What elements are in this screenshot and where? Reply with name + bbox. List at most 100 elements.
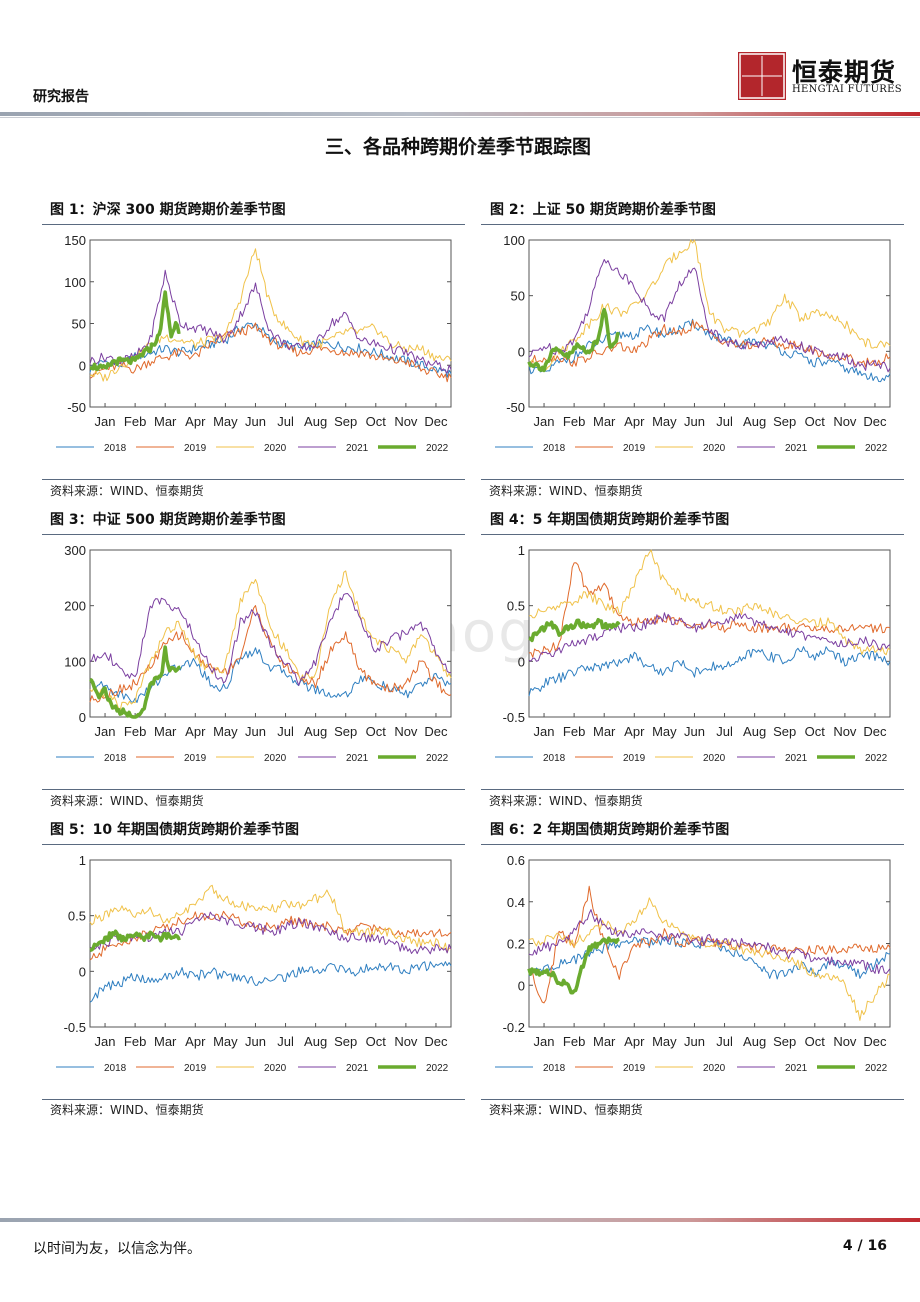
legend-label-2018: 2018 (543, 1063, 566, 1074)
x-tick-label: Apr (185, 724, 206, 739)
logo-name-cn: 恒泰期货 (792, 58, 897, 87)
x-tick-label: Mar (154, 1034, 177, 1049)
series-line-2021 (89, 593, 452, 686)
legend-label-2022: 2022 (426, 443, 449, 454)
legend-label-2020: 2020 (703, 753, 726, 764)
figure-6-title: 图 6：2 年期国债期货跨期价差季节图 (490, 822, 730, 838)
report-label: 研究报告 (33, 89, 89, 105)
x-tick-label: Nov (394, 724, 418, 739)
x-tick-label: Mar (593, 1034, 616, 1049)
legend-label-2019: 2019 (623, 753, 646, 764)
y-tick-label: 100 (64, 275, 86, 290)
x-tick-label: Aug (304, 414, 327, 429)
x-tick-label: Aug (743, 724, 766, 739)
legend-label-2022: 2022 (426, 1063, 449, 1074)
x-tick-label: Jan (534, 414, 555, 429)
section-title: 三、各品种跨期价差季节跟踪图 (324, 136, 591, 158)
figure-6-bottom-rule (481, 1099, 904, 1100)
figure-1-bottom-rule (42, 479, 465, 480)
footer-slogan: 以时间为友，以信念为伴。 (33, 1241, 201, 1257)
x-tick-label: May (213, 1034, 238, 1049)
x-tick-label: Apr (185, 414, 206, 429)
figure-2-title-rule (481, 224, 904, 225)
x-tick-label: Aug (743, 1034, 766, 1049)
x-tick-label: Jan (95, 724, 116, 739)
y-tick-label: -0.2 (503, 1020, 525, 1035)
x-tick-label: May (652, 414, 677, 429)
x-tick-label: Apr (624, 724, 645, 739)
x-tick-label: Aug (743, 414, 766, 429)
x-tick-label: Dec (424, 1034, 448, 1049)
figure-4-title-rule (481, 534, 904, 535)
legend-label-2019: 2019 (184, 443, 207, 454)
logo-name-en: HENGTAI FUTURES (792, 84, 902, 95)
y-tick-label: 300 (64, 543, 86, 558)
series-line-2019 (89, 605, 452, 703)
series-line-2020 (89, 884, 452, 953)
series-line-2021 (528, 259, 891, 373)
y-tick-label: 0.6 (507, 853, 525, 868)
figure-6-source: 资料来源：WIND、恒泰期货 (489, 1103, 643, 1117)
legend-label-2021: 2021 (785, 1063, 808, 1074)
plot-area (89, 859, 452, 1028)
legend-label-2019: 2019 (623, 443, 646, 454)
legend-label-2021: 2021 (785, 443, 808, 454)
y-tick-label: 0.5 (68, 909, 86, 924)
x-tick-label: Jun (245, 414, 266, 429)
figure-4-chart: -0.5 0 0.5 1 Jan Feb Mar Apr May Jun Jul Aug Sep Oct N… (495, 543, 891, 764)
series-line-2021 (89, 269, 452, 374)
y-tick-label: 150 (64, 233, 86, 248)
legend-label-2018: 2018 (104, 443, 127, 454)
header-divider (0, 112, 920, 116)
figure-4-bottom-rule (481, 789, 904, 790)
series-line-2022 (528, 618, 621, 643)
legend-label-2020: 2020 (703, 443, 726, 454)
x-tick-label: Sep (334, 1034, 357, 1049)
figure-2-chart: -50 0 50 100 Jan Feb Mar Apr May Jun Jul Aug Sep Oct N… (495, 233, 891, 454)
x-tick-label: Oct (805, 724, 826, 739)
x-tick-label: Jun (684, 414, 705, 429)
figure-3-source: 资料来源：WIND、恒泰期货 (50, 794, 204, 808)
legend-label-2020: 2020 (703, 1063, 726, 1074)
series-line-2021 (89, 911, 452, 955)
series-line-2021 (528, 612, 891, 662)
x-tick-label: Dec (424, 724, 448, 739)
x-tick-label: Feb (563, 724, 585, 739)
legend-label-2018: 2018 (543, 753, 566, 764)
figure-5-source: 资料来源：WIND、恒泰期货 (50, 1103, 204, 1117)
x-tick-label: Dec (863, 724, 887, 739)
series-line-2020 (89, 570, 452, 711)
series-line-2022 (89, 645, 182, 719)
series-line-2019 (528, 885, 891, 1004)
plot-area (528, 859, 891, 1028)
y-tick-label: 0 (518, 344, 525, 359)
series-line-2020 (528, 549, 891, 656)
figure-3-title: 图 3：中证 500 期货跨期价差季节图 (50, 512, 286, 528)
series-line-2018 (528, 646, 891, 697)
x-tick-label: Mar (154, 724, 177, 739)
x-tick-label: Jul (716, 414, 733, 429)
series-line-2019 (89, 322, 452, 383)
company-logo: 恒泰期货 HENGTAI FUTURES (738, 52, 908, 100)
legend-label-2019: 2019 (184, 1063, 207, 1074)
y-tick-label: 100 (503, 233, 525, 248)
footer-divider (0, 1218, 920, 1222)
figure-2-source: 资料来源：WIND、恒泰期货 (489, 484, 643, 498)
x-tick-label: May (652, 724, 677, 739)
legend-label-2020: 2020 (264, 753, 287, 764)
series-line-2021 (528, 909, 891, 974)
logo-seal-icon (738, 52, 786, 100)
x-tick-label: Jun (245, 724, 266, 739)
legend-label-2022: 2022 (426, 753, 449, 764)
x-tick-label: Apr (185, 1034, 206, 1049)
legend-label-2021: 2021 (346, 753, 369, 764)
figure-1-title: 图 1：沪深 300 期货跨期价差季节图 (50, 202, 286, 218)
x-tick-label: Mar (154, 414, 177, 429)
x-tick-label: Dec (863, 1034, 887, 1049)
x-tick-label: Oct (366, 1034, 387, 1049)
figure-3-chart: 0 100 200 300 Jan Feb Mar Apr May Jun Jul Aug Sep Oct… (56, 543, 452, 764)
legend-label-2022: 2022 (865, 443, 888, 454)
x-tick-label: Sep (334, 414, 357, 429)
y-tick-label: 100 (64, 654, 86, 669)
plot-area (89, 239, 452, 408)
